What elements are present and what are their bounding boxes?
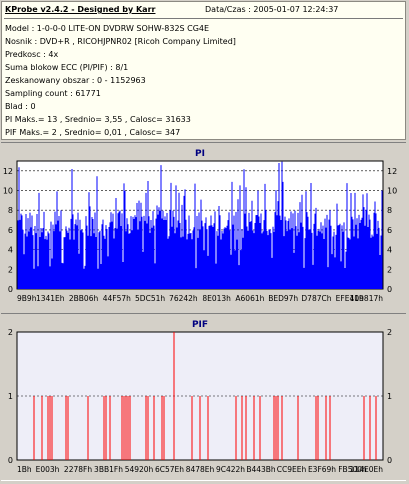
title-divider: [4, 18, 403, 19]
y-tick-label-right: 4: [387, 246, 392, 255]
y-tick-label-left: 8: [8, 206, 13, 215]
y-tick-label-left: 4: [8, 246, 13, 255]
x-tick-label: 8E013h: [202, 294, 231, 303]
y-tick-label-left: 0: [8, 456, 13, 465]
model-line: Model : 1-0-0-0 LITE-ON DVDRW SOHW-832S …: [5, 24, 210, 33]
media-line: Nosnik : DVD+R , RICOHJPNR02 [Ricoh Comp…: [5, 37, 236, 46]
x-tick-label: E003h: [36, 465, 60, 474]
y-tick-label-right: 1: [387, 392, 392, 401]
info-panel: KProbe v2.4.2 - Designed by Karr Data/Cz…: [1, 1, 406, 140]
x-tick-label: 2278Fh: [64, 465, 92, 474]
y-tick-label-left: 6: [8, 226, 13, 235]
date-time: Data/Czas : 2005-01-07 12:24:37: [205, 5, 339, 14]
pif-stats-line: PIF Maks.= 2 , Srednio= 0,01 , Calosc= 3…: [5, 128, 181, 137]
x-tick-label: 76242h: [169, 294, 198, 303]
x-tick-label: FB500h: [338, 465, 367, 474]
speed-line: Predkosc : 4x: [5, 50, 59, 59]
ecc-sum-line: Suma blokow ECC (PI/PIF) : 8/1: [5, 63, 129, 72]
sampling-count-line: Sampling count : 61771: [5, 89, 101, 98]
pi-chart: PI 0 0 2 2 4 4 6 6 8 8 10 10 12 12 9B9h 1341Eh 2BB06h 44F5…: [3, 149, 397, 303]
x-tick-label: 3BB1Fh: [94, 465, 123, 474]
pif-chart-panel: PIF 0 0 1 1 2 2 1Bh E003h 2278Fh 3BB1Fh 54920h 6C57E…: [1, 313, 406, 481]
y-tick-label-right: 8: [387, 206, 392, 215]
x-tick-label: 114E0Eh: [350, 465, 384, 474]
error-line: Blad : 0: [5, 102, 36, 111]
y-tick-label-left: 12: [3, 167, 13, 176]
x-tick-label: 8478Eh: [186, 465, 215, 474]
pif-chart: PIF 0 0 1 1 2 2 1Bh E003h 2278Fh 3BB1Fh 54920h 6C57E…: [8, 320, 392, 474]
y-tick-label-right: 2: [387, 265, 392, 274]
x-tick-label: E3F69h: [308, 465, 336, 474]
x-tick-label: CC9EEh: [277, 465, 307, 474]
y-tick-label-right: 10: [387, 187, 397, 196]
y-tick-label-left: 10: [3, 187, 13, 196]
x-tick-label: 54920h: [125, 465, 154, 474]
x-tick-label: 9B9h: [17, 294, 37, 303]
x-tick-label: 9C422h: [216, 465, 245, 474]
x-tick-label: 2BB06h: [69, 294, 99, 303]
chart-title: PIF: [192, 320, 208, 330]
x-tick-label: 1341Eh: [36, 294, 65, 303]
x-tick-label: 109817h: [350, 294, 384, 303]
x-tick-label: 5DC51h: [135, 294, 165, 303]
y-tick-label-left: 0: [8, 285, 13, 294]
x-tick-label: 44F57h: [103, 294, 131, 303]
scanned-area-line: Zeskanowany obszar : 0 - 1152963: [5, 76, 146, 85]
app-title: KProbe v2.4.2 - Designed by Karr: [5, 5, 156, 14]
y-tick-label-left: 1: [8, 392, 13, 401]
x-tick-label: B443Bh: [246, 465, 276, 474]
y-tick-label-right: 0: [387, 456, 392, 465]
x-tick-label: EFE41h: [336, 294, 364, 303]
x-tick-label: 6C57Eh: [155, 465, 184, 474]
data-bars: [33, 332, 377, 460]
x-tick-label: D787Ch: [301, 294, 331, 303]
pi-chart-panel: PI 0 0 2 2 4 4 6 6 8 8 10 10 12 12 9B9h 1341Eh 2BB06h 44F5…: [1, 142, 406, 314]
y-tick-label-right: 12: [387, 167, 397, 176]
pi-stats-line: PI Maks.= 13 , Srednio= 3,55 , Calosc= 3…: [5, 115, 191, 124]
chart-title: PI: [195, 149, 205, 159]
data-bars: [17, 161, 383, 289]
y-tick-label-left: 2: [8, 265, 13, 274]
y-tick-label-left: 2: [8, 328, 13, 337]
y-tick-label-right: 0: [387, 285, 392, 294]
x-tick-label: A6061h: [235, 294, 264, 303]
x-tick-label: 1Bh: [17, 465, 32, 474]
y-tick-label-right: 2: [387, 328, 392, 337]
x-tick-label: BED97h: [268, 294, 298, 303]
y-tick-label-right: 6: [387, 226, 392, 235]
